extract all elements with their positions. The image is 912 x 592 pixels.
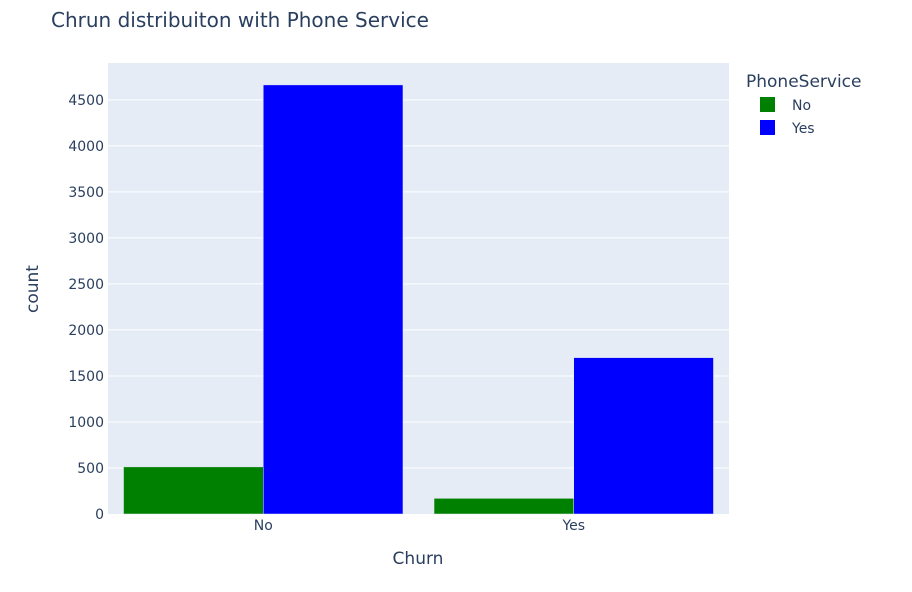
legend: PhoneService No Yes	[746, 72, 862, 137]
bar-yes-yes[interactable]	[573, 357, 714, 515]
x-tick-label: No	[254, 518, 273, 534]
x-tick-label: Yes	[561, 518, 585, 534]
y-tick-label: 4000	[68, 139, 104, 155]
y-tick-label: 500	[77, 461, 104, 477]
legend-swatch-yes[interactable]	[760, 120, 775, 135]
chart-title: Chrun distribuiton with Phone Service	[51, 8, 429, 32]
y-tick-label: 2000	[68, 323, 104, 339]
y-axis-ticks: 0 500 1000 1500 2000 2500 3000 3500 4000 4500	[68, 93, 104, 523]
bar-no-yes[interactable]	[433, 498, 574, 515]
y-tick-label: 0	[95, 507, 104, 523]
bars	[123, 84, 714, 515]
bar-yes-no[interactable]	[263, 84, 404, 515]
y-tick-label: 4500	[68, 93, 104, 109]
x-axis-ticks: No Yes	[254, 518, 585, 534]
x-axis-title: Churn	[393, 549, 444, 569]
y-tick-label: 1500	[68, 369, 104, 385]
y-tick-label: 2500	[68, 277, 104, 293]
y-tick-label: 3000	[68, 231, 104, 247]
legend-title: PhoneService	[746, 72, 862, 92]
legend-swatch-no[interactable]	[760, 97, 775, 112]
legend-label-yes[interactable]: Yes	[791, 121, 815, 137]
bar-no-no[interactable]	[123, 466, 264, 515]
y-tick-label: 1000	[68, 415, 104, 431]
y-axis-title: count	[23, 265, 43, 313]
legend-label-no[interactable]: No	[792, 98, 811, 114]
y-tick-label: 3500	[68, 185, 104, 201]
